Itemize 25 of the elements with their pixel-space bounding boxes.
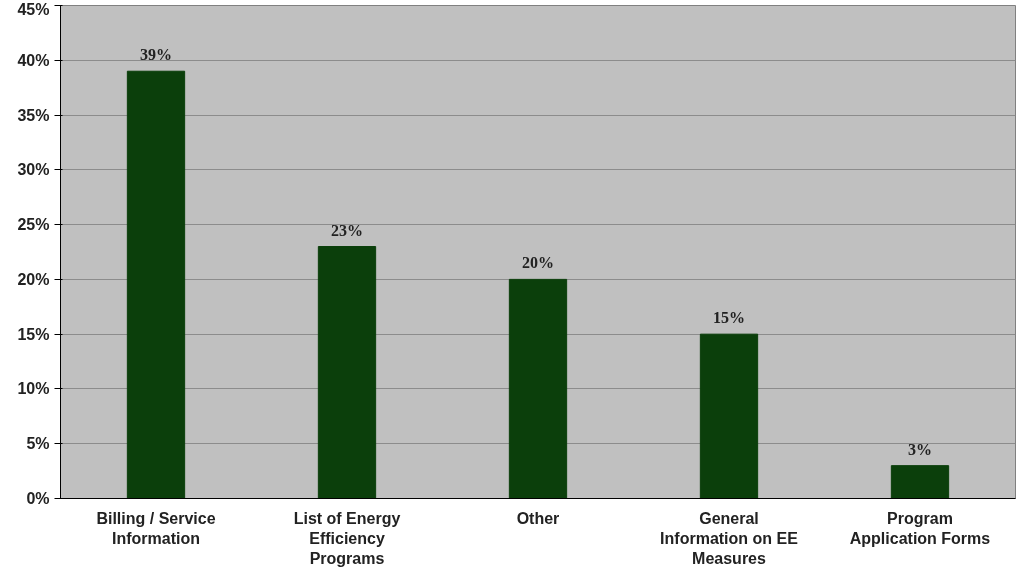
data-label: 23% [331, 221, 363, 239]
bar [126, 70, 186, 499]
bar [699, 333, 759, 499]
y-tick-label: 30% [17, 161, 50, 179]
bar [317, 246, 377, 499]
y-tick-label: 45% [17, 0, 50, 18]
y-tick-label: 5% [26, 435, 50, 453]
y-tick-label: 10% [17, 380, 50, 398]
y-tick-label: 25% [17, 216, 50, 234]
x-tick-label: General Information on EE Measures [660, 509, 799, 568]
y-tick-label: 20% [17, 270, 50, 288]
y-tick-label: 35% [17, 106, 50, 124]
x-tick-label: Billing / Service Information [96, 509, 216, 547]
x-tick-label: Other [516, 509, 560, 527]
data-label: 39% [140, 46, 172, 64]
y-tick-label: 40% [17, 51, 50, 69]
y-tick-label: 0% [26, 490, 50, 507]
bar [890, 465, 950, 499]
data-label: 20% [522, 254, 554, 272]
x-tick-label: List of Energy Efficiency Programs [293, 509, 401, 568]
y-tick-label: 15% [17, 325, 50, 343]
data-label: 3% [908, 440, 932, 458]
bar [508, 278, 568, 499]
x-tick-label: Program Application Forms [849, 509, 991, 547]
data-label: 15% [713, 309, 745, 327]
